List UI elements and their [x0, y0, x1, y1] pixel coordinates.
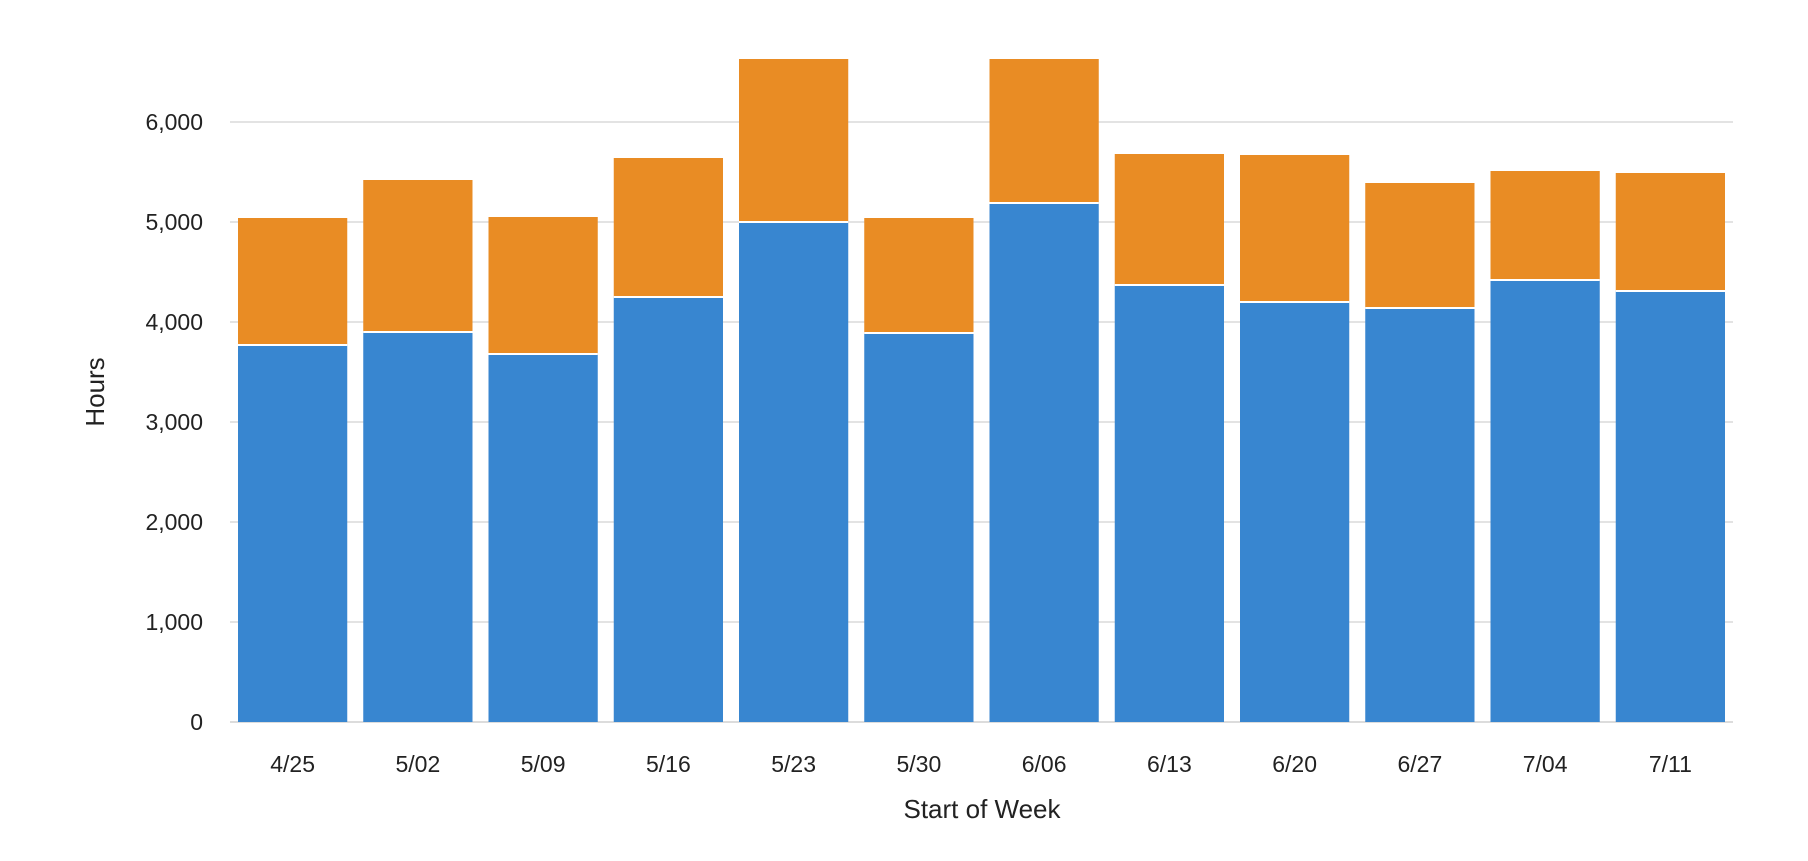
bar-segment-series-1 — [864, 333, 974, 722]
bar-segment-series-1 — [613, 297, 723, 722]
gridlines — [230, 121, 1733, 723]
x-tick-label: 5/23 — [771, 751, 816, 777]
x-axis-label: Start of Week — [903, 794, 1061, 824]
y-tick-label: 3,000 — [145, 409, 203, 435]
bar-segment-series-1 — [1240, 302, 1350, 722]
bar-segment-series-2 — [1114, 154, 1224, 285]
y-tick-label: 4,000 — [145, 309, 203, 335]
bar-segment-series-2 — [864, 218, 974, 333]
y-axis-ticks: 0 1,000 2,000 3,000 4,000 5,000 6,000 — [145, 109, 203, 735]
y-tick-label: 1,000 — [145, 609, 203, 635]
bar-segment-series-1 — [363, 332, 473, 722]
bar-segment-series-1 — [1615, 291, 1725, 722]
x-tick-label: 6/06 — [1022, 751, 1067, 777]
bar-segment-series-1 — [1490, 280, 1600, 722]
x-tick-label: 7/11 — [1649, 751, 1692, 777]
bar-segment-series-2 — [613, 158, 723, 297]
y-tick-label: 6,000 — [145, 109, 203, 135]
bar-segment-series-1 — [1365, 308, 1475, 722]
x-tick-label: 5/30 — [896, 751, 941, 777]
x-tick-label: 6/20 — [1272, 751, 1317, 777]
bar-segment-series-1 — [488, 354, 598, 722]
x-tick-label: 6/27 — [1397, 751, 1442, 777]
bar-segment-series-2 — [1490, 171, 1600, 280]
bar-segment-series-1 — [1114, 285, 1224, 722]
y-tick-label: 0 — [190, 709, 203, 735]
x-tick-label: 5/09 — [521, 751, 566, 777]
y-axis-label: Hours — [80, 357, 110, 426]
x-tick-label: 4/25 — [270, 751, 315, 777]
bar-segment-series-2 — [1615, 173, 1725, 291]
x-tick-label: 6/13 — [1147, 751, 1192, 777]
bar-segment-series-1 — [989, 203, 1099, 722]
x-axis-ticks: 4/25 5/02 5/09 5/16 5/23 5/30 6/06 6/13 6/20 6/27… — [270, 751, 1692, 777]
x-tick-label: 7/04 — [1523, 751, 1568, 777]
x-tick-label: 5/02 — [395, 751, 440, 777]
bar-segment-series-2 — [488, 217, 598, 354]
bar-segment-series-1 — [238, 345, 348, 722]
bars — [238, 59, 1725, 722]
x-tick-label: 5/16 — [646, 751, 691, 777]
y-tick-label: 5,000 — [145, 209, 203, 235]
bar-segment-series-2 — [989, 59, 1099, 203]
bar-segment-series-2 — [238, 218, 348, 345]
bar-segment-series-2 — [1240, 155, 1350, 302]
bar-segment-series-2 — [739, 59, 849, 222]
bar-segment-series-2 — [363, 180, 473, 332]
bar-segment-series-2 — [1365, 183, 1475, 308]
bar-segment-series-1 — [739, 222, 849, 722]
y-tick-label: 2,000 — [145, 509, 203, 535]
